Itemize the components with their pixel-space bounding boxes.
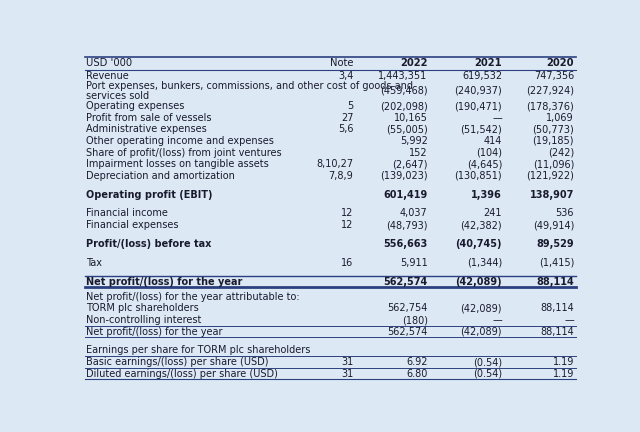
Text: (50,773): (50,773) <box>532 124 574 134</box>
Text: (0.54): (0.54) <box>473 357 502 367</box>
Text: Tax: Tax <box>86 258 102 268</box>
Text: Note: Note <box>330 58 353 68</box>
Text: 747,356: 747,356 <box>534 71 574 81</box>
Text: 556,663: 556,663 <box>383 239 428 249</box>
Text: Profit from sale of vessels: Profit from sale of vessels <box>86 113 212 123</box>
Text: (178,376): (178,376) <box>526 101 574 111</box>
Text: (40,745): (40,745) <box>456 239 502 249</box>
Text: (19,185): (19,185) <box>532 136 574 146</box>
Text: Other operating income and expenses: Other operating income and expenses <box>86 136 275 146</box>
Text: 5,6: 5,6 <box>338 124 353 134</box>
Text: 12: 12 <box>341 209 353 219</box>
Text: —: — <box>564 315 574 325</box>
Text: 536: 536 <box>556 209 574 219</box>
Text: (55,005): (55,005) <box>386 124 428 134</box>
Text: (2,647): (2,647) <box>392 159 428 169</box>
Text: (1,344): (1,344) <box>467 258 502 268</box>
Text: 1.19: 1.19 <box>553 357 574 367</box>
Text: (11,096): (11,096) <box>532 159 574 169</box>
Text: (42,089): (42,089) <box>456 276 502 286</box>
Text: (42,089): (42,089) <box>461 303 502 314</box>
Text: 16: 16 <box>341 258 353 268</box>
Text: Net profit/(loss) for the year: Net profit/(loss) for the year <box>86 327 223 337</box>
Text: (104): (104) <box>476 148 502 158</box>
Text: 6.80: 6.80 <box>406 368 428 379</box>
Text: 1,443,351: 1,443,351 <box>378 71 428 81</box>
Text: (180): (180) <box>402 315 428 325</box>
Text: Operating profit (EBIT): Operating profit (EBIT) <box>86 190 213 200</box>
Text: 6.92: 6.92 <box>406 357 428 367</box>
Text: Administrative expenses: Administrative expenses <box>86 124 207 134</box>
Text: Revenue: Revenue <box>86 71 129 81</box>
Text: Depreciation and amortization: Depreciation and amortization <box>86 171 236 181</box>
Text: 12: 12 <box>341 220 353 230</box>
Text: 562,574: 562,574 <box>383 276 428 286</box>
Text: (130,851): (130,851) <box>454 171 502 181</box>
Text: Port expenses, bunkers, commissions, and other cost of goods and: Port expenses, bunkers, commissions, and… <box>86 81 413 91</box>
Text: 4,037: 4,037 <box>400 209 428 219</box>
Text: 138,907: 138,907 <box>530 190 574 200</box>
Text: 619,532: 619,532 <box>462 71 502 81</box>
Text: (49,914): (49,914) <box>532 220 574 230</box>
Text: 89,529: 89,529 <box>536 239 574 249</box>
Text: (240,937): (240,937) <box>454 86 502 96</box>
Text: (459,468): (459,468) <box>380 86 428 96</box>
Text: 2022: 2022 <box>400 58 428 68</box>
Text: Financial income: Financial income <box>86 209 168 219</box>
Text: (121,922): (121,922) <box>526 171 574 181</box>
Text: Impairment losses on tangible assets: Impairment losses on tangible assets <box>86 159 269 169</box>
Text: (0.54): (0.54) <box>473 368 502 379</box>
Text: 1,069: 1,069 <box>547 113 574 123</box>
Text: (4,645): (4,645) <box>467 159 502 169</box>
Text: (227,924): (227,924) <box>526 86 574 96</box>
Text: Profit/(loss) before tax: Profit/(loss) before tax <box>86 239 212 249</box>
Text: 241: 241 <box>484 209 502 219</box>
Text: Net profit/(loss) for the year attributable to:: Net profit/(loss) for the year attributa… <box>86 292 300 302</box>
Text: 8,10,27: 8,10,27 <box>316 159 353 169</box>
Text: Basic earnings/(loss) per share (USD): Basic earnings/(loss) per share (USD) <box>86 357 269 367</box>
Text: 88,114: 88,114 <box>540 303 574 314</box>
Text: 5,992: 5,992 <box>400 136 428 146</box>
Text: 2021: 2021 <box>474 58 502 68</box>
Text: 152: 152 <box>409 148 428 158</box>
Text: 5: 5 <box>347 101 353 111</box>
Text: (1,415): (1,415) <box>539 258 574 268</box>
Text: (242): (242) <box>548 148 574 158</box>
Text: 562,574: 562,574 <box>387 327 428 337</box>
Text: 601,419: 601,419 <box>383 190 428 200</box>
Text: services sold: services sold <box>86 91 150 101</box>
Text: 27: 27 <box>340 113 353 123</box>
Text: —: — <box>492 113 502 123</box>
Text: Share of profit/(loss) from joint ventures: Share of profit/(loss) from joint ventur… <box>86 148 282 158</box>
Text: 5,911: 5,911 <box>400 258 428 268</box>
Text: 1,396: 1,396 <box>471 190 502 200</box>
Text: Non-controlling interest: Non-controlling interest <box>86 315 202 325</box>
Text: —: — <box>492 315 502 325</box>
Text: (42,382): (42,382) <box>460 220 502 230</box>
Text: Net profit/(loss) for the year: Net profit/(loss) for the year <box>86 276 243 286</box>
Text: TORM plc shareholders: TORM plc shareholders <box>86 303 199 314</box>
Text: 414: 414 <box>484 136 502 146</box>
Text: (42,089): (42,089) <box>461 327 502 337</box>
Text: (139,023): (139,023) <box>380 171 428 181</box>
Text: 10,165: 10,165 <box>394 113 428 123</box>
Text: USD '000: USD '000 <box>86 58 132 68</box>
Text: (202,098): (202,098) <box>380 101 428 111</box>
Text: (48,793): (48,793) <box>386 220 428 230</box>
Text: Operating expenses: Operating expenses <box>86 101 185 111</box>
Text: 88,114: 88,114 <box>536 276 574 286</box>
Text: Financial expenses: Financial expenses <box>86 220 179 230</box>
Text: (190,471): (190,471) <box>454 101 502 111</box>
Text: 88,114: 88,114 <box>540 327 574 337</box>
Text: 2020: 2020 <box>547 58 574 68</box>
Text: 31: 31 <box>341 368 353 379</box>
Text: 3,4: 3,4 <box>338 71 353 81</box>
Text: 31: 31 <box>341 357 353 367</box>
Text: Diluted earnings/(loss) per share (USD): Diluted earnings/(loss) per share (USD) <box>86 368 278 379</box>
Text: 562,754: 562,754 <box>387 303 428 314</box>
Text: 1.19: 1.19 <box>553 368 574 379</box>
Text: Earnings per share for TORM plc shareholders: Earnings per share for TORM plc sharehol… <box>86 346 311 356</box>
Text: (51,542): (51,542) <box>460 124 502 134</box>
Text: 7,8,9: 7,8,9 <box>328 171 353 181</box>
